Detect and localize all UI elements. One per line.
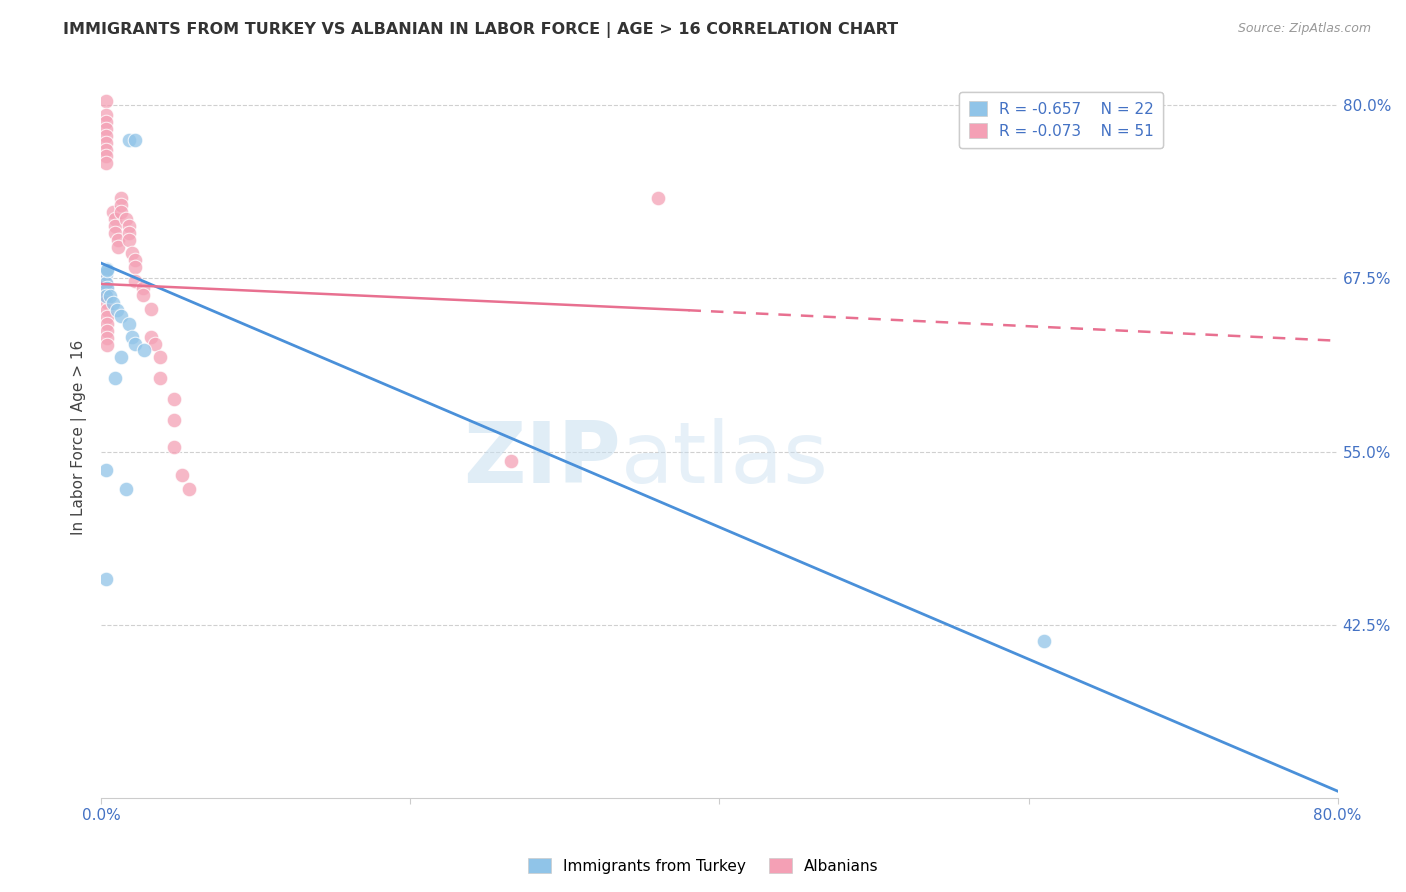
Point [124,274,146,288]
Point [149,351,172,365]
Point [103,205,125,219]
Point [115,482,138,496]
Point [110,309,132,323]
Point [94,136,117,150]
Point [124,336,146,351]
Point [104,226,127,240]
Point [499,454,522,468]
Y-axis label: In Labor Force | Age > 16: In Labor Force | Age > 16 [72,340,87,535]
Legend: R = -0.657    N = 22, R = -0.073    N = 51: R = -0.657 N = 22, R = -0.073 N = 51 [959,92,1163,148]
Point [110,205,132,219]
Point [118,233,141,247]
Point [94,267,117,281]
Point [103,296,125,310]
Point [110,351,132,365]
Text: Source: ZipAtlas.com: Source: ZipAtlas.com [1237,22,1371,36]
Point [110,191,132,205]
Point [94,143,117,157]
Point [94,572,117,586]
Point [104,371,127,385]
Point [163,441,186,455]
Point [118,219,141,233]
Point [1033,634,1056,648]
Point [107,239,129,253]
Point [163,392,186,406]
Point [94,108,117,122]
Point [149,371,172,385]
Point [96,261,118,276]
Point [94,276,117,290]
Point [94,294,117,309]
Point [118,133,141,147]
Point [121,329,143,343]
Point [143,336,166,351]
Point [96,303,118,318]
Text: atlas: atlas [620,417,828,501]
Point [124,260,146,275]
Point [104,211,127,226]
Point [96,263,118,277]
Point [100,289,122,303]
Point [134,343,156,358]
Point [96,281,118,295]
Point [94,288,117,302]
Point [110,198,132,212]
Point [94,94,117,108]
Point [96,324,118,338]
Point [163,413,186,427]
Point [139,329,162,343]
Point [179,482,201,496]
Point [94,283,117,297]
Legend: Immigrants from Turkey, Albanians: Immigrants from Turkey, Albanians [522,852,884,880]
Point [104,219,127,233]
Point [124,253,146,268]
Point [118,317,141,331]
Point [139,301,162,316]
Point [124,133,146,147]
Point [94,121,117,136]
Point [94,267,117,281]
Point [118,226,141,240]
Point [94,289,117,303]
Point [94,462,117,476]
Point [115,211,138,226]
Point [132,288,155,302]
Point [94,149,117,163]
Point [96,338,118,352]
Point [107,233,129,247]
Point [647,191,669,205]
Point [94,276,117,290]
Text: ZIP: ZIP [463,417,620,501]
Point [170,468,193,483]
Point [96,310,118,325]
Point [105,303,128,318]
Text: IMMIGRANTS FROM TURKEY VS ALBANIAN IN LABOR FORCE | AGE > 16 CORRELATION CHART: IMMIGRANTS FROM TURKEY VS ALBANIAN IN LA… [63,22,898,38]
Point [94,115,117,129]
Point [94,156,117,170]
Point [121,246,143,260]
Point [96,317,118,331]
Point [132,281,155,295]
Point [94,128,117,143]
Point [96,331,118,345]
